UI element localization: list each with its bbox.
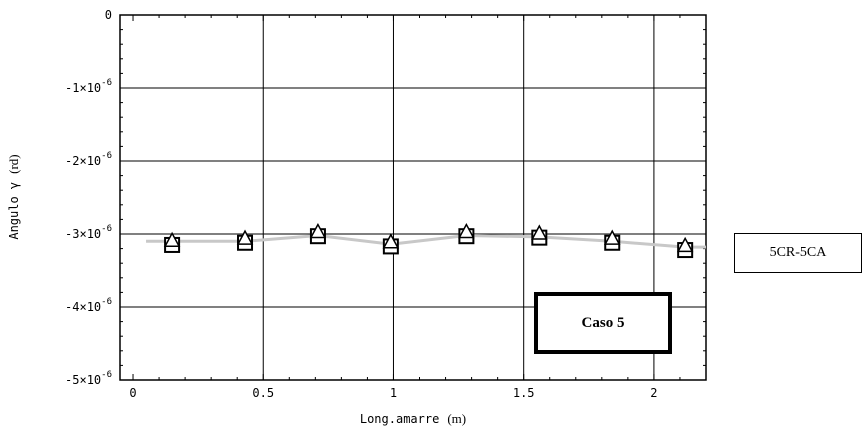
- triangle-marker: [531, 224, 548, 240]
- x-tick-label: 0: [129, 386, 136, 400]
- y-tick-exponent: -6: [101, 78, 112, 88]
- y-tick-exponent: -6: [101, 151, 112, 161]
- y-tick-mantissa: -3×10: [65, 227, 101, 241]
- y-tick-mantissa: -1×10: [65, 81, 101, 95]
- legend-series-label: 5CR-5CA: [734, 233, 862, 273]
- series-line: [146, 233, 706, 249]
- triangle-marker: [163, 231, 181, 248]
- y-tick-label: -1×10-6: [65, 78, 112, 95]
- triangle-marker: [382, 233, 400, 249]
- y-tick-exponent: -6: [101, 370, 112, 380]
- y-tick-label: -2×10-6: [65, 151, 112, 168]
- y-tick-mantissa: -5×10: [65, 373, 101, 387]
- x-tick-label: 1: [390, 386, 397, 400]
- y-tick-exponent: -6: [101, 224, 112, 234]
- case-annotation: Caso 5: [534, 292, 672, 354]
- x-tick-label: 0.5: [252, 386, 274, 400]
- triangle-marker: [236, 229, 254, 245]
- y-tick-label: -5×10-6: [65, 370, 112, 387]
- triangle-marker: [458, 222, 475, 239]
- y-tick-mantissa: -2×10: [65, 154, 101, 168]
- y-tick-label: 0: [105, 8, 112, 22]
- triangle-marker: [603, 229, 621, 245]
- plot-frame: [119, 14, 707, 381]
- x-tick-label: 1.5: [513, 386, 535, 400]
- grid: [120, 15, 706, 380]
- y-tick-label: -4×10-6: [65, 297, 112, 314]
- series: [146, 222, 706, 259]
- triangle-marker: [676, 236, 694, 253]
- y-tick-label: -3×10-6: [65, 224, 112, 241]
- y-tick-mantissa: -4×10: [65, 300, 101, 314]
- triangle-marker: [309, 222, 327, 239]
- x-tick-label: 2: [650, 386, 657, 400]
- y-tick-exponent: -6: [101, 297, 112, 307]
- x-axis-label: Long.amarre (m): [360, 410, 466, 427]
- y-axis-label: Angulo γ (rd): [5, 154, 22, 239]
- ticks: 0 0.5 1 1.5 20-1×10-6-2×10-6-3×10-6-4×10-6-5…: [65, 8, 706, 400]
